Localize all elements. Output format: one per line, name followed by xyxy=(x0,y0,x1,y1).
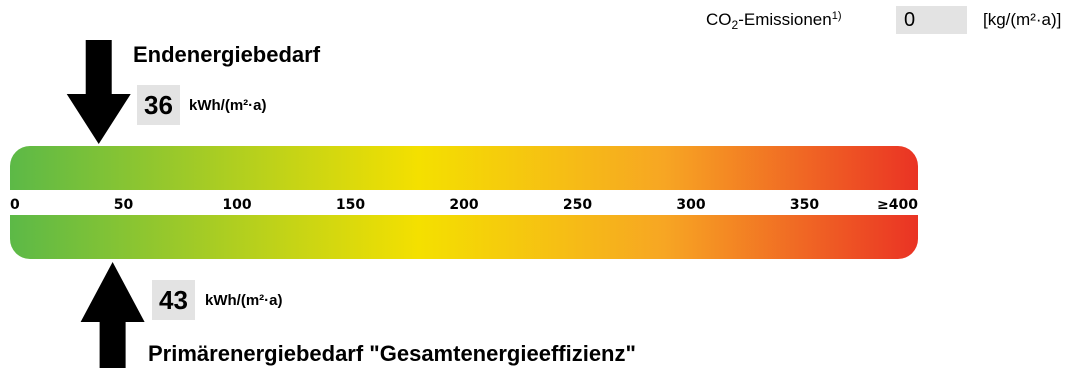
scale-bar-top xyxy=(10,146,918,190)
co2-label-suffix: -Emissionen xyxy=(738,10,832,29)
tick-label-50: 50 xyxy=(114,197,134,213)
tick-label-350: 350 xyxy=(790,197,819,213)
final-energy-unit: kWh/(m²·a) xyxy=(189,97,267,114)
co2-label-prefix: CO xyxy=(706,10,732,29)
scale-tick-labels: 0 50 100 150 200 250 300 350 ≥400 xyxy=(10,197,918,213)
primary-energy-value: 43 xyxy=(159,285,188,315)
primary-energy-unit: kWh/(m²·a) xyxy=(205,292,283,309)
co2-footnote-marker: 1) xyxy=(831,10,842,22)
tick-label-150: 150 xyxy=(336,197,365,213)
primary-energy-value-box: 43 xyxy=(152,280,195,320)
primary-energy-arrow xyxy=(80,262,145,368)
co2-emissions-label: CO2-Emissionen1) xyxy=(706,10,842,32)
scale-bar-bottom xyxy=(10,215,918,259)
tick-label-300: 300 xyxy=(676,197,705,213)
co2-label-subscript: 2 xyxy=(731,18,739,32)
tick-label-200: 200 xyxy=(449,197,478,213)
co2-unit: [kg/(m²·a)] xyxy=(983,10,1062,29)
co2-value: 0 xyxy=(904,9,916,31)
final-energy-value: 36 xyxy=(144,90,173,120)
primary-energy-heading: Primärenergiebedarf "Gesamtenergieeffizi… xyxy=(148,341,636,366)
tick-label-400: ≥400 xyxy=(877,197,918,213)
tick-label-100: 100 xyxy=(222,197,251,213)
final-energy-heading: Endenergiebedarf xyxy=(133,42,321,67)
co2-value-box: 0 xyxy=(896,6,967,34)
final-energy-value-box: 36 xyxy=(137,85,180,125)
tick-label-250: 250 xyxy=(563,197,592,213)
final-energy-arrow xyxy=(66,40,131,144)
tick-label-0: 0 xyxy=(10,197,20,213)
